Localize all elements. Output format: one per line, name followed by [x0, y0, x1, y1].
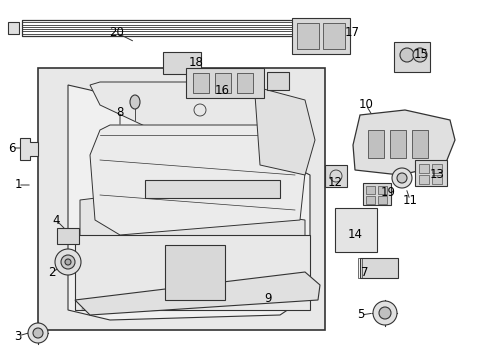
Ellipse shape — [28, 323, 48, 343]
Text: 20: 20 — [109, 27, 124, 40]
Bar — [393, 42, 429, 72]
Bar — [389, 130, 405, 158]
Ellipse shape — [61, 255, 75, 269]
Text: 5: 5 — [357, 309, 364, 321]
Bar — [411, 130, 427, 158]
Ellipse shape — [372, 301, 396, 325]
Bar — [164, 245, 224, 300]
Ellipse shape — [412, 48, 426, 62]
Bar — [367, 130, 383, 158]
Polygon shape — [20, 138, 38, 160]
Polygon shape — [8, 22, 19, 34]
Text: 1: 1 — [14, 179, 21, 192]
Text: 4: 4 — [52, 213, 60, 226]
Bar — [163, 52, 201, 74]
Bar — [431, 175, 441, 184]
Bar — [431, 164, 441, 173]
Bar — [359, 258, 397, 278]
Text: 7: 7 — [361, 266, 368, 279]
Ellipse shape — [378, 307, 390, 319]
Bar — [414, 160, 446, 186]
Text: 14: 14 — [347, 229, 362, 242]
Text: 12: 12 — [327, 176, 342, 189]
Ellipse shape — [399, 48, 413, 62]
Bar — [418, 175, 428, 184]
Bar — [296, 23, 318, 49]
Text: 10: 10 — [358, 99, 373, 112]
Text: 19: 19 — [380, 186, 395, 199]
Polygon shape — [90, 125, 307, 235]
Bar — [365, 196, 374, 204]
Bar — [38, 68, 325, 330]
Bar — [377, 196, 386, 204]
Bar — [266, 72, 288, 90]
Bar — [362, 183, 390, 205]
Bar — [185, 68, 264, 98]
Bar — [291, 18, 349, 54]
Text: 6: 6 — [8, 141, 16, 154]
Bar — [237, 73, 252, 93]
Text: 16: 16 — [214, 84, 229, 96]
Bar — [75, 235, 309, 310]
Polygon shape — [90, 82, 305, 160]
Text: 2: 2 — [48, 266, 56, 279]
Ellipse shape — [55, 249, 81, 275]
Polygon shape — [254, 88, 314, 175]
Bar — [377, 186, 386, 194]
Ellipse shape — [65, 259, 71, 265]
Text: 3: 3 — [14, 329, 21, 342]
Text: 9: 9 — [264, 292, 271, 305]
Bar — [57, 228, 79, 244]
Ellipse shape — [130, 95, 140, 109]
Ellipse shape — [396, 173, 406, 183]
Ellipse shape — [391, 168, 411, 188]
Text: 17: 17 — [344, 26, 359, 39]
Polygon shape — [68, 85, 309, 320]
Ellipse shape — [33, 328, 43, 338]
Bar — [334, 208, 376, 252]
Bar — [325, 165, 346, 187]
Text: 13: 13 — [428, 168, 444, 181]
Bar — [215, 73, 230, 93]
Text: 11: 11 — [402, 194, 417, 207]
Bar — [365, 186, 374, 194]
Polygon shape — [75, 272, 319, 315]
Bar — [145, 180, 280, 198]
Bar — [22, 20, 299, 36]
Polygon shape — [80, 195, 305, 300]
Bar — [193, 73, 208, 93]
Bar — [323, 23, 345, 49]
Text: 8: 8 — [116, 105, 123, 118]
Polygon shape — [352, 110, 454, 175]
Text: 15: 15 — [413, 49, 427, 62]
Bar — [418, 164, 428, 173]
Text: 18: 18 — [188, 57, 203, 69]
